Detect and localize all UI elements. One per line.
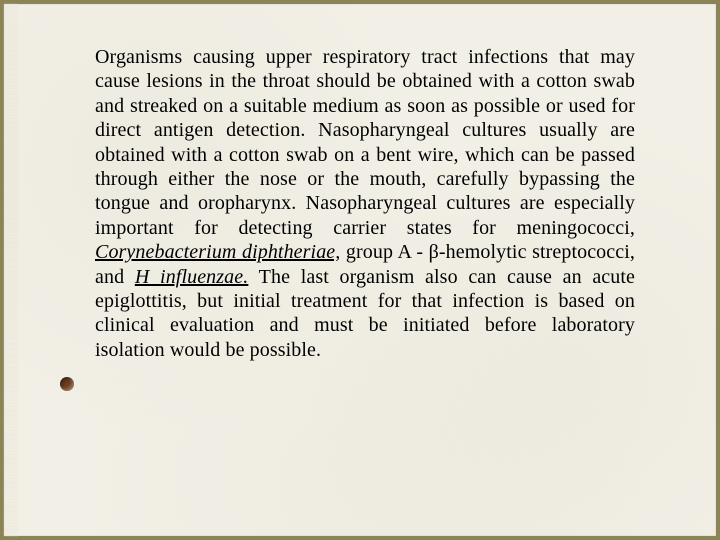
bullet-icon	[60, 377, 74, 391]
paper-deckle-edge	[4, 4, 18, 536]
body-paragraph: Organisms causing upper respiratory trac…	[95, 45, 635, 362]
slide-content: Organisms causing upper respiratory trac…	[95, 25, 635, 382]
text-italic-hinfluenzae: H influenzae.	[135, 266, 249, 288]
text-leading: Organisms causing upper respiratory trac…	[95, 46, 635, 239]
text-italic-corynebacterium: Corynebacterium diphtheriae,	[95, 241, 340, 263]
